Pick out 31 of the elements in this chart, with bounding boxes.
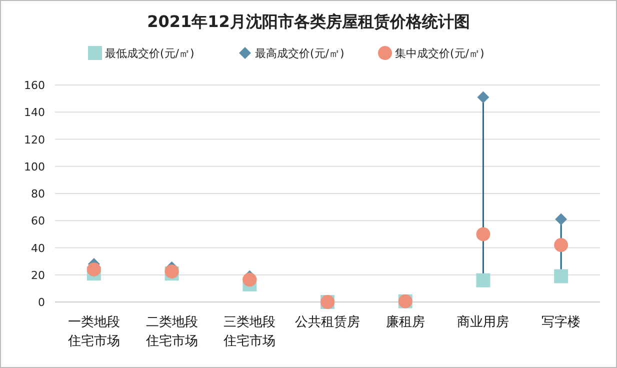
point [555, 213, 568, 226]
x-tick-label: 公共租赁房 [295, 314, 360, 330]
legend-label: 最高成交价(元/㎡) [255, 47, 344, 60]
y-tick-label: 0 [38, 296, 45, 309]
y-tick-label: 140 [24, 106, 45, 120]
category-label: 一类地段 [68, 315, 120, 330]
x-tick-label: 商业用房 [457, 314, 510, 330]
y-tick-label: 100 [24, 160, 45, 174]
point [554, 238, 568, 252]
chart-title: 2021年12月沈阳市各类房屋租赁价格统计图 [147, 12, 470, 31]
x-tick-label: 写字楼 [542, 314, 581, 330]
category-label: 住宅市场 [146, 334, 198, 349]
y-tick-label: 20 [31, 268, 45, 282]
y-tick-label: 60 [31, 214, 45, 228]
point [86, 262, 101, 276]
y-tick-label: 160 [24, 79, 45, 92]
legend-label: 最低成交价(元/㎡) [105, 47, 194, 60]
x-tick-label: 廉租房 [386, 314, 425, 330]
point [164, 264, 179, 278]
category-label: 住宅市场 [224, 334, 276, 349]
point [476, 227, 490, 242]
point [476, 273, 490, 288]
y-tick-label: 120 [24, 133, 45, 146]
legend-label: 集中成交价(元/㎡) [395, 47, 484, 60]
category-label: 住宅市场 [68, 334, 120, 349]
y-tick-label: 40 [31, 242, 45, 255]
point [477, 91, 490, 104]
category-label: 三类地段 [224, 315, 276, 330]
point [554, 269, 568, 284]
y-tick-label: 80 [31, 188, 45, 200]
category-label: 二类地段 [146, 315, 198, 330]
